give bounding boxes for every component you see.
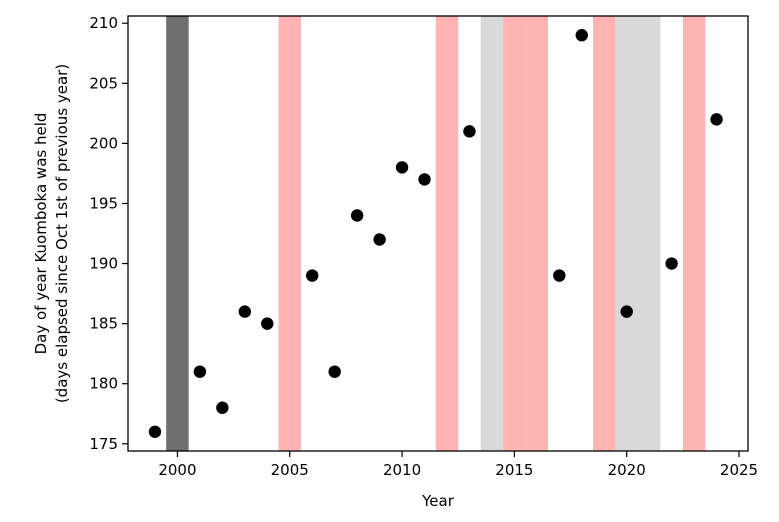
x-tick-label-2010: 2010 bbox=[383, 461, 421, 479]
shaded-band-2019 bbox=[593, 16, 616, 451]
shaded-band-2015 bbox=[503, 16, 526, 451]
data-point-2002 bbox=[216, 401, 229, 414]
data-point-2003 bbox=[238, 305, 252, 318]
shaded-band-2020 bbox=[615, 16, 638, 451]
data-point-2010 bbox=[395, 161, 409, 174]
data-points bbox=[148, 29, 723, 438]
y-axis-label: Day of year Kuomboka was held (days elap… bbox=[32, 64, 71, 403]
y-tick-label-205: 205 bbox=[89, 74, 118, 92]
shaded-band-2005 bbox=[278, 16, 301, 451]
shaded-band-2012 bbox=[435, 16, 459, 451]
data-point-2020 bbox=[620, 305, 633, 318]
y-tick-label-210: 210 bbox=[89, 14, 118, 32]
y-axis-label-line-2: (days elapsed since Oct 1st of previous … bbox=[53, 64, 71, 403]
data-point-2008 bbox=[350, 209, 364, 222]
y-tick-label-175: 175 bbox=[89, 435, 118, 453]
plot-area-frame bbox=[127, 15, 749, 452]
shaded-band-2014 bbox=[480, 16, 504, 451]
data-point-2018 bbox=[575, 29, 588, 42]
data-point-2004 bbox=[261, 317, 274, 330]
data-point-2001 bbox=[193, 365, 207, 378]
shaded-band-2016 bbox=[525, 16, 549, 451]
data-point-2017 bbox=[553, 269, 566, 282]
shaded-band-2021 bbox=[637, 16, 661, 451]
x-tick-label-2020: 2020 bbox=[608, 461, 646, 479]
y-axis-label-line-1: Day of year Kuomboka was held bbox=[32, 113, 50, 355]
x-axis-label: Year bbox=[421, 492, 455, 510]
data-point-2011 bbox=[418, 173, 431, 186]
x-axis-ticks: 2000 2005 2010 2015 2020 2025 bbox=[158, 451, 758, 479]
y-tick-label-180: 180 bbox=[89, 375, 118, 393]
y-tick-label-185: 185 bbox=[89, 315, 118, 333]
data-point-2022 bbox=[665, 257, 678, 270]
data-point-1999 bbox=[148, 425, 162, 438]
y-tick-label-195: 195 bbox=[89, 194, 118, 212]
x-tick-label-2005: 2005 bbox=[271, 461, 309, 479]
x-tick-label-2000: 2000 bbox=[158, 461, 196, 479]
data-point-2007 bbox=[328, 365, 341, 378]
y-tick-label-190: 190 bbox=[89, 255, 118, 273]
shaded-band-2023 bbox=[682, 16, 706, 451]
data-point-2013 bbox=[463, 125, 476, 138]
data-point-2009 bbox=[373, 233, 386, 246]
data-point-2006 bbox=[306, 269, 319, 282]
shaded-band-2000 bbox=[166, 16, 189, 451]
shaded-year-bands bbox=[166, 16, 706, 451]
x-tick-label-2015: 2015 bbox=[495, 461, 533, 479]
y-tick-label-200: 200 bbox=[89, 134, 118, 152]
y-axis-ticks: 175 180 185 190 195 200 205 210 bbox=[89, 14, 128, 453]
x-tick-label-2025: 2025 bbox=[720, 461, 758, 479]
data-point-2024 bbox=[710, 113, 723, 126]
